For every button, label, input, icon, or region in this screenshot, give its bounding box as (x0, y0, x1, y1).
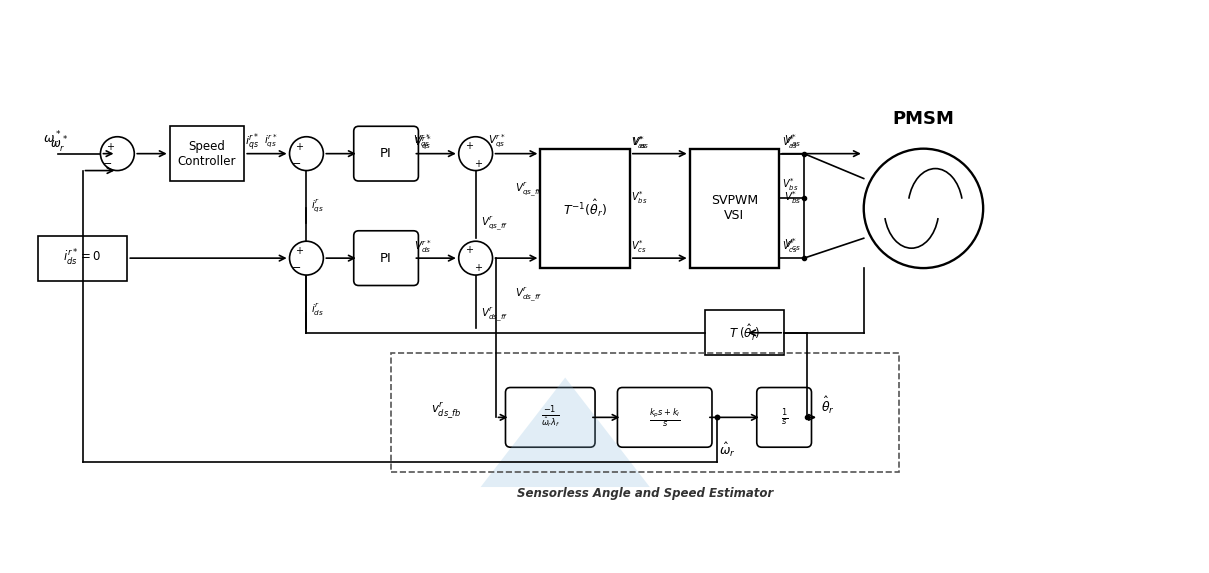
Text: $V_{ds\_ff}^{r}$: $V_{ds\_ff}^{r}$ (515, 285, 543, 303)
FancyBboxPatch shape (354, 231, 418, 285)
Text: $v_{ds\_fb}^{r}$: $v_{ds\_fb}^{r}$ (430, 400, 461, 420)
Text: $\frac{1}{s}$: $\frac{1}{s}$ (781, 407, 788, 427)
Text: PI: PI (380, 252, 392, 265)
Text: $i_{qs}^{r*}$: $i_{qs}^{r*}$ (244, 132, 259, 154)
Text: $T\;(\hat{\theta}_r)$: $T\;(\hat{\theta}_r)$ (729, 323, 760, 343)
Text: $V_{cs}^{*}$: $V_{cs}^{*}$ (782, 238, 798, 255)
Text: $\frac{-1}{\hat{\omega}_r \lambda_f}$: $\frac{-1}{\hat{\omega}_r \lambda_f}$ (540, 405, 560, 430)
Text: −: − (291, 263, 301, 273)
Polygon shape (481, 378, 649, 487)
Text: Speed
Controller: Speed Controller (178, 140, 236, 168)
Text: Sensorless Angle and Speed Estimator: Sensorless Angle and Speed Estimator (516, 487, 773, 500)
Text: PMSM: PMSM (892, 110, 954, 128)
FancyBboxPatch shape (169, 126, 244, 181)
FancyBboxPatch shape (505, 387, 595, 447)
Text: +: + (295, 142, 303, 152)
Text: $V_{qs}^{r*}$: $V_{qs}^{r*}$ (413, 134, 432, 152)
Text: $V_{as}^{*}$: $V_{as}^{*}$ (631, 134, 647, 151)
Circle shape (100, 137, 134, 171)
Text: $i_{qs}^{r}$: $i_{qs}^{r}$ (312, 198, 324, 214)
FancyBboxPatch shape (354, 126, 418, 181)
Text: $V_{as}^{*}$: $V_{as}^{*}$ (782, 134, 798, 151)
Text: SVPWM
VSI: SVPWM VSI (711, 194, 758, 222)
Text: $\omega_r^*$: $\omega_r^*$ (50, 135, 68, 155)
Text: $\omega_r^*$: $\omega_r^*$ (42, 130, 62, 150)
Text: $V_{bs}^{*}$: $V_{bs}^{*}$ (782, 176, 798, 194)
Circle shape (289, 137, 323, 171)
Text: −: − (103, 159, 112, 168)
Text: $i_{qs}^{r*}$: $i_{qs}^{r*}$ (264, 132, 277, 150)
Text: $V_{qs\_ff}^{r}$: $V_{qs\_ff}^{r}$ (481, 214, 508, 232)
Text: +: + (474, 159, 481, 168)
Text: $V_{bs}^{*}$: $V_{bs}^{*}$ (785, 189, 802, 206)
Text: $V_{ds}^{r*}$: $V_{ds}^{r*}$ (413, 238, 432, 255)
Text: +: + (464, 141, 473, 151)
Text: $V_{qs}^{r*}$: $V_{qs}^{r*}$ (487, 132, 505, 150)
Circle shape (289, 241, 323, 275)
Text: $V_{as}^{*}$: $V_{as}^{*}$ (785, 132, 802, 149)
Text: $V_{ds\_ff}^{r}$: $V_{ds\_ff}^{r}$ (481, 305, 508, 323)
Text: PI: PI (380, 147, 392, 160)
Text: $V_{qs\_ff}^{r}$: $V_{qs\_ff}^{r}$ (515, 180, 543, 198)
Text: $V_{qs}^{r*}$: $V_{qs}^{r*}$ (413, 132, 430, 150)
Text: $\hat{\theta}_r$: $\hat{\theta}_r$ (821, 395, 834, 417)
Circle shape (458, 241, 492, 275)
Text: $\hat{\omega}_r$: $\hat{\omega}_r$ (719, 441, 736, 460)
FancyBboxPatch shape (705, 311, 785, 355)
Circle shape (458, 137, 492, 171)
Circle shape (863, 148, 983, 268)
FancyBboxPatch shape (689, 148, 779, 268)
Text: +: + (474, 263, 481, 273)
FancyBboxPatch shape (618, 387, 712, 447)
Text: $V_{as}^{*}$: $V_{as}^{*}$ (632, 134, 649, 151)
Text: $V_{cs}^{*}$: $V_{cs}^{*}$ (631, 238, 647, 255)
FancyBboxPatch shape (540, 148, 630, 268)
Text: +: + (295, 246, 303, 256)
Text: $i_{ds}^{r*} = 0$: $i_{ds}^{r*} = 0$ (63, 248, 102, 268)
Text: $V_{bs}^{*}$: $V_{bs}^{*}$ (631, 189, 647, 206)
Text: +: + (464, 245, 473, 255)
Text: $\frac{k_p s + k_I}{s}$: $\frac{k_p s + k_I}{s}$ (649, 406, 681, 429)
Text: $i_{ds}^{r}$: $i_{ds}^{r}$ (312, 302, 324, 318)
FancyBboxPatch shape (757, 387, 811, 447)
FancyBboxPatch shape (37, 236, 127, 281)
Text: +: + (106, 142, 115, 152)
Text: $V_{cs}^{*}$: $V_{cs}^{*}$ (785, 237, 800, 253)
Text: $T^{-1}(\hat{\theta}_r)$: $T^{-1}(\hat{\theta}_r)$ (563, 198, 607, 219)
Text: −: − (291, 159, 301, 168)
